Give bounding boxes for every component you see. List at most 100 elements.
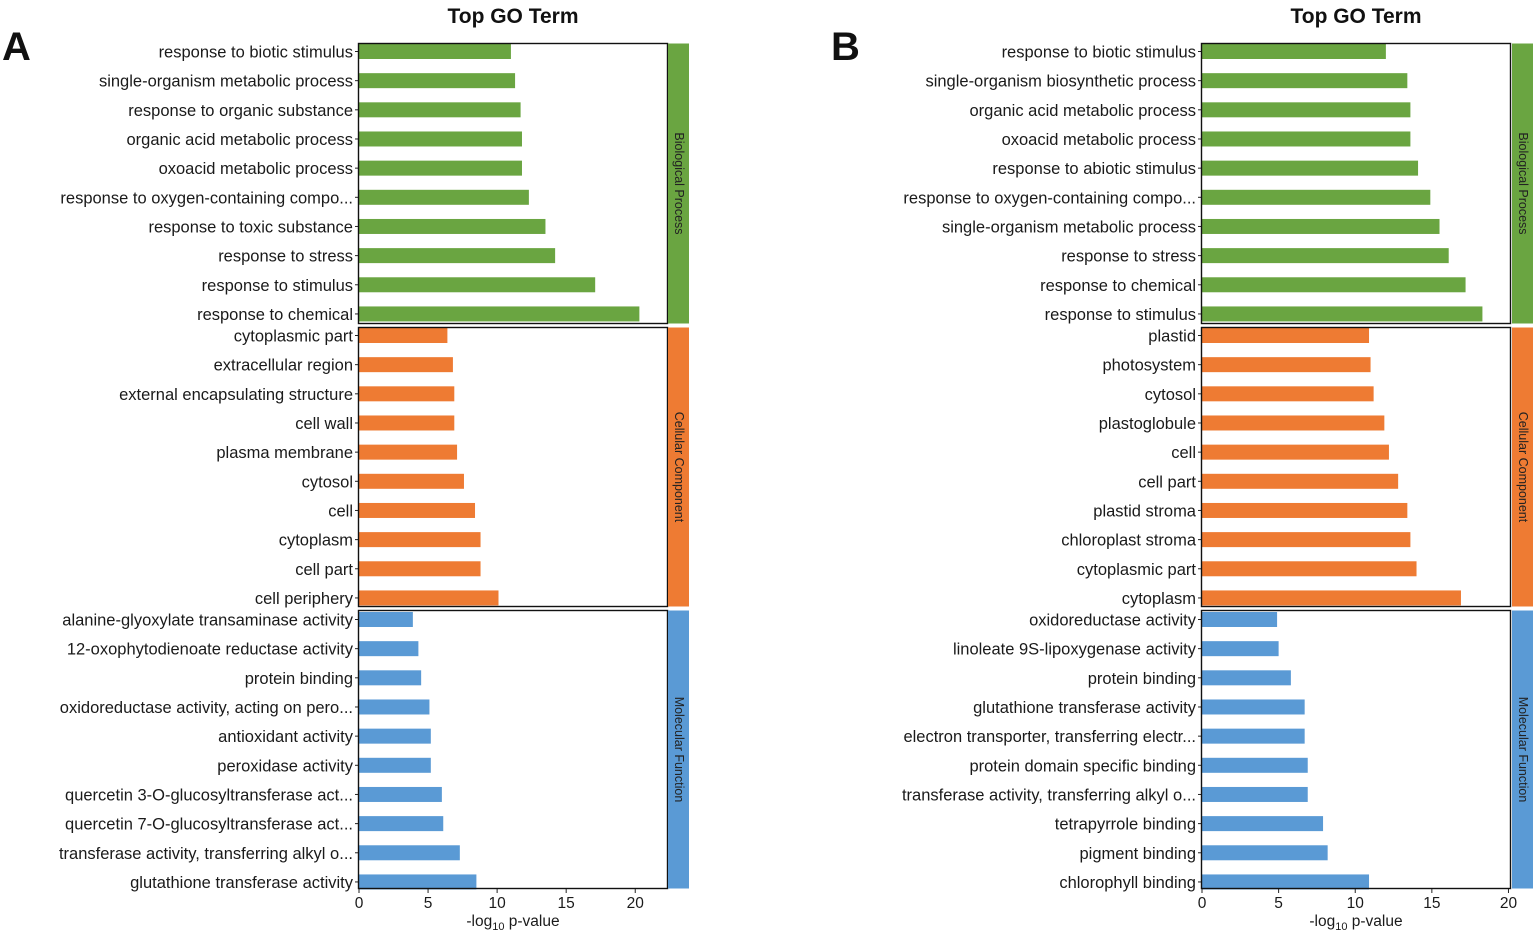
facet-frame [357, 609, 669, 890]
category-label: tetrapyrrole binding [1055, 816, 1196, 834]
category-label: response to stimulus [1045, 306, 1196, 324]
x-axis-label-subscript: 10 [492, 921, 504, 932]
bar [1202, 102, 1411, 118]
bar [359, 670, 422, 686]
bar [1202, 612, 1278, 627]
x-tick-label: 0 [1198, 895, 1207, 912]
bar [1202, 845, 1328, 861]
category-label: organic acid metabolic process [969, 102, 1196, 120]
facet-frame [357, 42, 669, 325]
category-label: extracellular region [214, 357, 353, 375]
category-label: external encapsulating structure [119, 386, 353, 404]
x-tick-label: 15 [558, 895, 575, 912]
category-label: oxoacid metabolic process [159, 160, 353, 178]
bar [359, 73, 516, 89]
category-label: response to oxygen-containing compo... [903, 189, 1196, 207]
category-label: peroxidase activity [217, 757, 353, 775]
category-label: chlorophyll binding [1059, 874, 1196, 892]
category-label: response to stimulus [202, 277, 353, 295]
category-label: response to abiotic stimulus [992, 160, 1196, 178]
facet-strip-label: Biological Process [1516, 132, 1530, 234]
chart-panel-b: B Top GO Term response to biotic stimulus s… [831, 5, 1533, 932]
bar [1202, 641, 1279, 657]
bar [359, 277, 596, 293]
category-label: glutathione transferase activity [973, 699, 1197, 717]
category-label: single-organism biosynthetic process [925, 73, 1196, 91]
bar [1202, 502, 1408, 518]
category-label: oxidoreductase activity, acting on pero.… [60, 699, 353, 717]
bar [359, 502, 476, 518]
bar [359, 306, 640, 322]
bar [359, 218, 546, 234]
bar [1202, 248, 1449, 264]
x-axis-label-suffix: p-value [1347, 913, 1402, 930]
category-label: protein binding [245, 670, 353, 688]
bar [1202, 277, 1466, 293]
x-axis-label-prefix: -log [1309, 913, 1335, 930]
x-tick-label: 15 [1423, 895, 1440, 912]
facet-biological-process: response to biotic stimulus single-organi… [903, 42, 1533, 325]
bar [1202, 44, 1386, 59]
category-label: chloroplast stroma [1061, 532, 1197, 550]
bar [1202, 532, 1411, 548]
bar [1202, 306, 1483, 322]
category-label: organic acid metabolic process [126, 131, 353, 149]
bar [1202, 728, 1305, 744]
x-tick-label: 20 [627, 895, 645, 912]
category-label: response to oxygen-containing compo... [60, 189, 353, 207]
x-axis-label: -log10 p-value [1309, 913, 1402, 932]
category-label: cell part [1138, 473, 1196, 491]
bar [1202, 189, 1431, 205]
bar [359, 44, 511, 59]
bar [1202, 444, 1389, 460]
bar [1202, 757, 1308, 773]
x-tick-label: 0 [355, 895, 364, 912]
x-axis-label-subscript: 10 [1335, 921, 1347, 932]
bar [1202, 816, 1324, 832]
category-label: protein binding [1088, 670, 1196, 688]
category-label: quercetin 3-O-glucosyltransferase act... [65, 786, 353, 804]
facet-biological-process: response to biotic stimulus single-organi… [60, 42, 689, 325]
category-label: cytoplasm [1122, 590, 1196, 608]
bar [359, 561, 481, 577]
panel-label: B [831, 25, 860, 69]
category-label: cell wall [295, 415, 353, 433]
category-label: photosystem [1102, 357, 1196, 375]
facet-strip [668, 327, 689, 607]
bar [359, 415, 455, 431]
facet-cellular-component: cytoplasmic part extracellular region exte… [119, 326, 689, 608]
category-label: response to organic substance [128, 102, 353, 120]
bar [359, 699, 430, 715]
category-label: single-organism metabolic process [942, 218, 1196, 236]
category-label: oxidoreductase activity [1029, 612, 1197, 630]
bar [359, 248, 556, 264]
facet-frame [1200, 609, 1512, 890]
facet-strip-label: Biological Process [672, 132, 686, 234]
category-label: cytosol [1145, 386, 1196, 404]
bar [359, 473, 464, 489]
bar [1202, 386, 1374, 402]
bar [359, 590, 499, 606]
facet-strip [1512, 610, 1533, 889]
facet-strip [668, 43, 689, 324]
bar [359, 786, 442, 802]
bar [1202, 561, 1417, 577]
facet-strip [1512, 43, 1533, 324]
bar [1202, 874, 1370, 890]
bar [1202, 131, 1411, 147]
category-label: linoleate 9S-lipoxygenase activity [953, 641, 1197, 659]
facet-frame [357, 326, 669, 608]
category-label: pigment binding [1080, 845, 1197, 863]
facet-strip-label: Cellular Component [1516, 412, 1530, 523]
facet-strip-label: Molecular Function [672, 697, 686, 803]
category-label: oxoacid metabolic process [1002, 131, 1196, 149]
category-label: cell periphery [255, 590, 354, 608]
category-label: single-organism metabolic process [99, 73, 353, 91]
category-label: transferase activity, transferring alkyl… [902, 786, 1196, 804]
facet-strip-label: Molecular Function [1516, 697, 1530, 803]
chart-title: Top GO Term [1290, 5, 1421, 28]
category-label: cell [1171, 444, 1196, 462]
bar [359, 532, 481, 548]
x-tick-label: 10 [1347, 895, 1365, 912]
facet-strip [668, 610, 689, 889]
